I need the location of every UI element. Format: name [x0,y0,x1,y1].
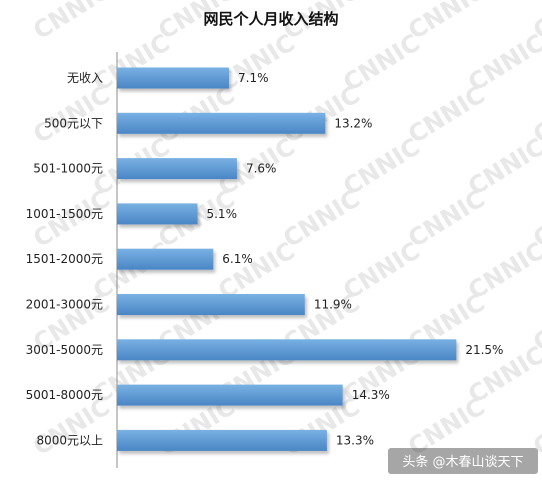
credit-text: 头条 @木春山谈天下 [402,454,523,470]
chart-title: 网民个人月收入结构 [203,10,338,28]
value-label-1: 13.2% [334,116,372,130]
category-label-7: 5001-8000元 [26,388,103,402]
value-label-0: 7.1% [238,71,269,85]
watermark-0: CNNIC [28,0,114,45]
bar-3 [117,203,198,225]
category-label-1: 500元以下 [44,116,103,130]
category-label-5: 2001-3000元 [26,298,103,312]
bar-1 [117,112,326,134]
value-label-6: 21.5% [465,343,503,357]
watermark-23: CNNIC [403,185,489,253]
bar-4 [117,248,214,270]
category-label-2: 501-1000元 [33,162,103,176]
bar-0 [117,67,230,89]
credit-overlay: 头条 @木春山谈天下 [388,448,538,474]
watermark-3: CNNIC [403,0,489,45]
value-labels: 7.1% 13.2% 7.6% 5.1% 6.1% 11.9% 21.5% 14.3% 13.3… [206,71,503,447]
category-labels: 无收入 500元以下 501-1000元 1001-1500元 1501-2000元 20… [26,71,103,447]
category-label-0: 无收入 [67,71,103,85]
bar-5 [117,294,305,315]
credit-background [388,448,538,474]
value-label-5: 11.9% [314,298,352,312]
watermark-22: CNNIC [278,185,364,253]
bar-7 [117,384,343,406]
value-label-3: 5.1% [206,207,237,221]
value-label-2: 7.6% [246,162,276,176]
watermark-40: CNNIC [28,393,114,461]
category-label-6: 3001-5000元 [26,343,103,357]
category-label-8: 8000元以上 [36,433,103,447]
bar-2 [117,158,237,180]
value-label-8: 13.3% [336,433,374,447]
watermark-10: CNNIC [28,81,114,149]
value-label-4: 6.1% [222,252,253,266]
category-label-4: 1501-2000元 [26,252,103,266]
bars-group [117,67,457,451]
category-label-3: 1001-1500元 [26,207,103,221]
value-label-7: 14.3% [352,388,390,402]
bar-6 [117,339,457,361]
watermark-13: CNNIC [403,81,489,149]
bar-8 [117,429,327,451]
